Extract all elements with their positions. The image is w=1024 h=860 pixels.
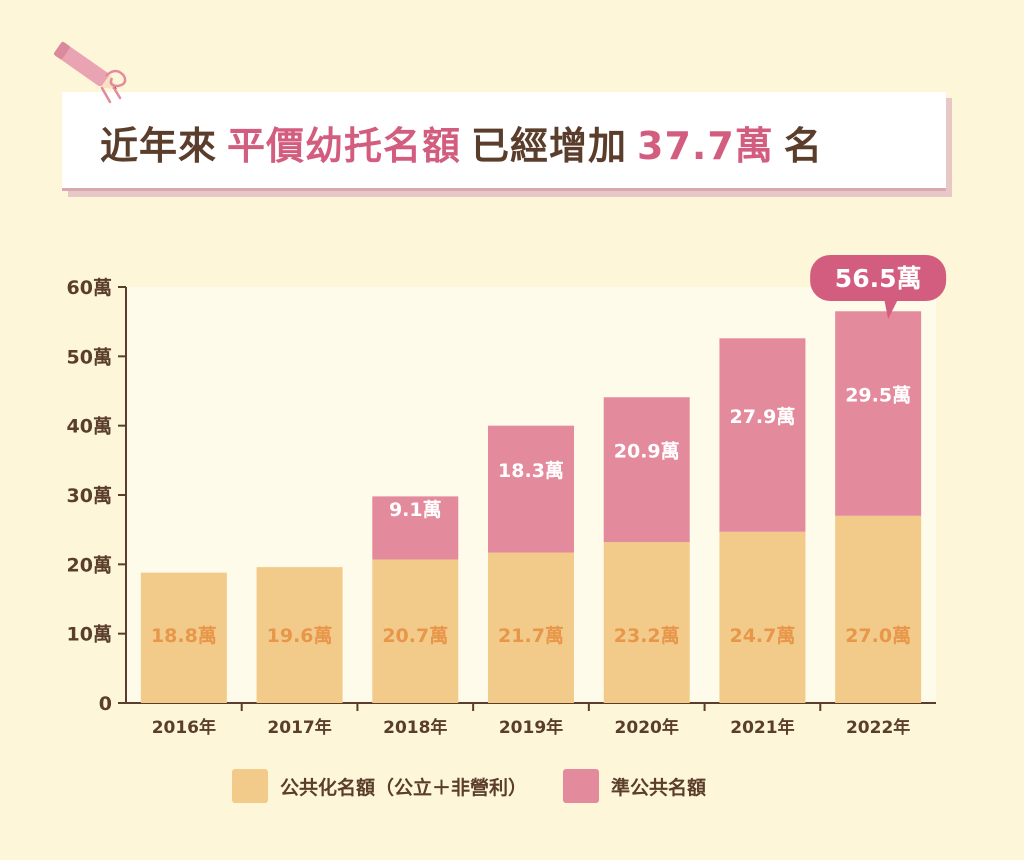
data-label-public: 18.8萬 — [151, 625, 217, 647]
data-label-quasi: 29.5萬 — [845, 385, 911, 407]
data-label-public: 23.2萬 — [614, 625, 680, 647]
data-label-quasi: 9.1萬 — [389, 499, 442, 521]
bar-public — [835, 515, 922, 703]
bar-quasi — [603, 397, 690, 543]
title-part: 平價幼托名額 — [227, 123, 462, 168]
legend-item-public: 公共化名額（公立＋非營利） — [232, 769, 527, 803]
x-tick-label: 2020年 — [615, 717, 679, 738]
total-callout-pointer — [884, 299, 899, 319]
legend-swatch-public — [232, 769, 268, 803]
data-label-public: 24.7萬 — [729, 625, 795, 647]
data-label-public: 21.7萬 — [498, 625, 564, 647]
data-label-public: 27.0萬 — [845, 625, 911, 647]
y-tick-label: 20萬 — [67, 554, 112, 576]
x-tick-label: 2019年 — [499, 717, 563, 738]
bar-public — [719, 531, 806, 703]
bar-quasi — [719, 338, 806, 532]
y-tick-label: 40萬 — [67, 416, 112, 438]
legend-swatch-quasi — [563, 769, 600, 803]
bar-public — [372, 559, 459, 703]
total-callout-label: 56.5萬 — [835, 264, 922, 293]
x-tick-label: 2016年 — [152, 717, 216, 738]
title-banner — [62, 92, 946, 191]
title-part: 已經增加 — [471, 123, 628, 168]
title-part: 近年來 — [100, 123, 218, 168]
title-part: 37.7萬 — [637, 123, 774, 168]
pencil-icon — [53, 41, 127, 104]
data-label-public: 19.6萬 — [267, 625, 333, 647]
bar-public — [256, 567, 343, 703]
y-tick-label: 60萬 — [67, 277, 112, 299]
title-part: 名 — [783, 123, 823, 168]
x-tick-label: 2022年 — [846, 717, 910, 738]
bar-public — [488, 552, 574, 703]
y-tick-label: 30萬 — [67, 485, 112, 507]
y-tick-label: 50萬 — [67, 346, 112, 368]
bar-public — [140, 572, 227, 703]
bar-quasi — [372, 496, 459, 560]
x-tick-label: 2021年 — [730, 717, 794, 738]
legend-label-quasi: 準公共名額 — [611, 776, 707, 799]
bar-quasi — [488, 425, 574, 553]
bar-public — [603, 542, 690, 703]
total-callout-bubble — [810, 255, 947, 301]
x-tick-label: 2018年 — [383, 717, 447, 738]
legend-item-quasi: 準公共名額 — [563, 769, 706, 803]
stacked-bar-chart: 0 10萬 20萬 30萬 40萬 50萬 60萬 18.8萬 2016年 19.6萬 2017年 2… — [67, 255, 947, 738]
page-title: 近年來 平價幼托名額 已經增加 37.7萬 名 — [100, 112, 920, 172]
y-tick-label: 10萬 — [67, 624, 112, 646]
data-label-quasi: 18.3萬 — [498, 460, 564, 482]
y-tick-label: 0 — [99, 693, 112, 715]
data-label-public: 20.7萬 — [382, 625, 448, 647]
x-tick-label: 2017年 — [267, 717, 331, 738]
bar-quasi — [835, 311, 922, 516]
legend-label-public: 公共化名額（公立＋非營利） — [280, 776, 528, 799]
legend: 公共化名額（公立＋非營利） 準公共名額 — [232, 768, 706, 804]
data-label-quasi: 20.9萬 — [614, 441, 680, 463]
data-label-quasi: 27.9萬 — [729, 406, 795, 428]
